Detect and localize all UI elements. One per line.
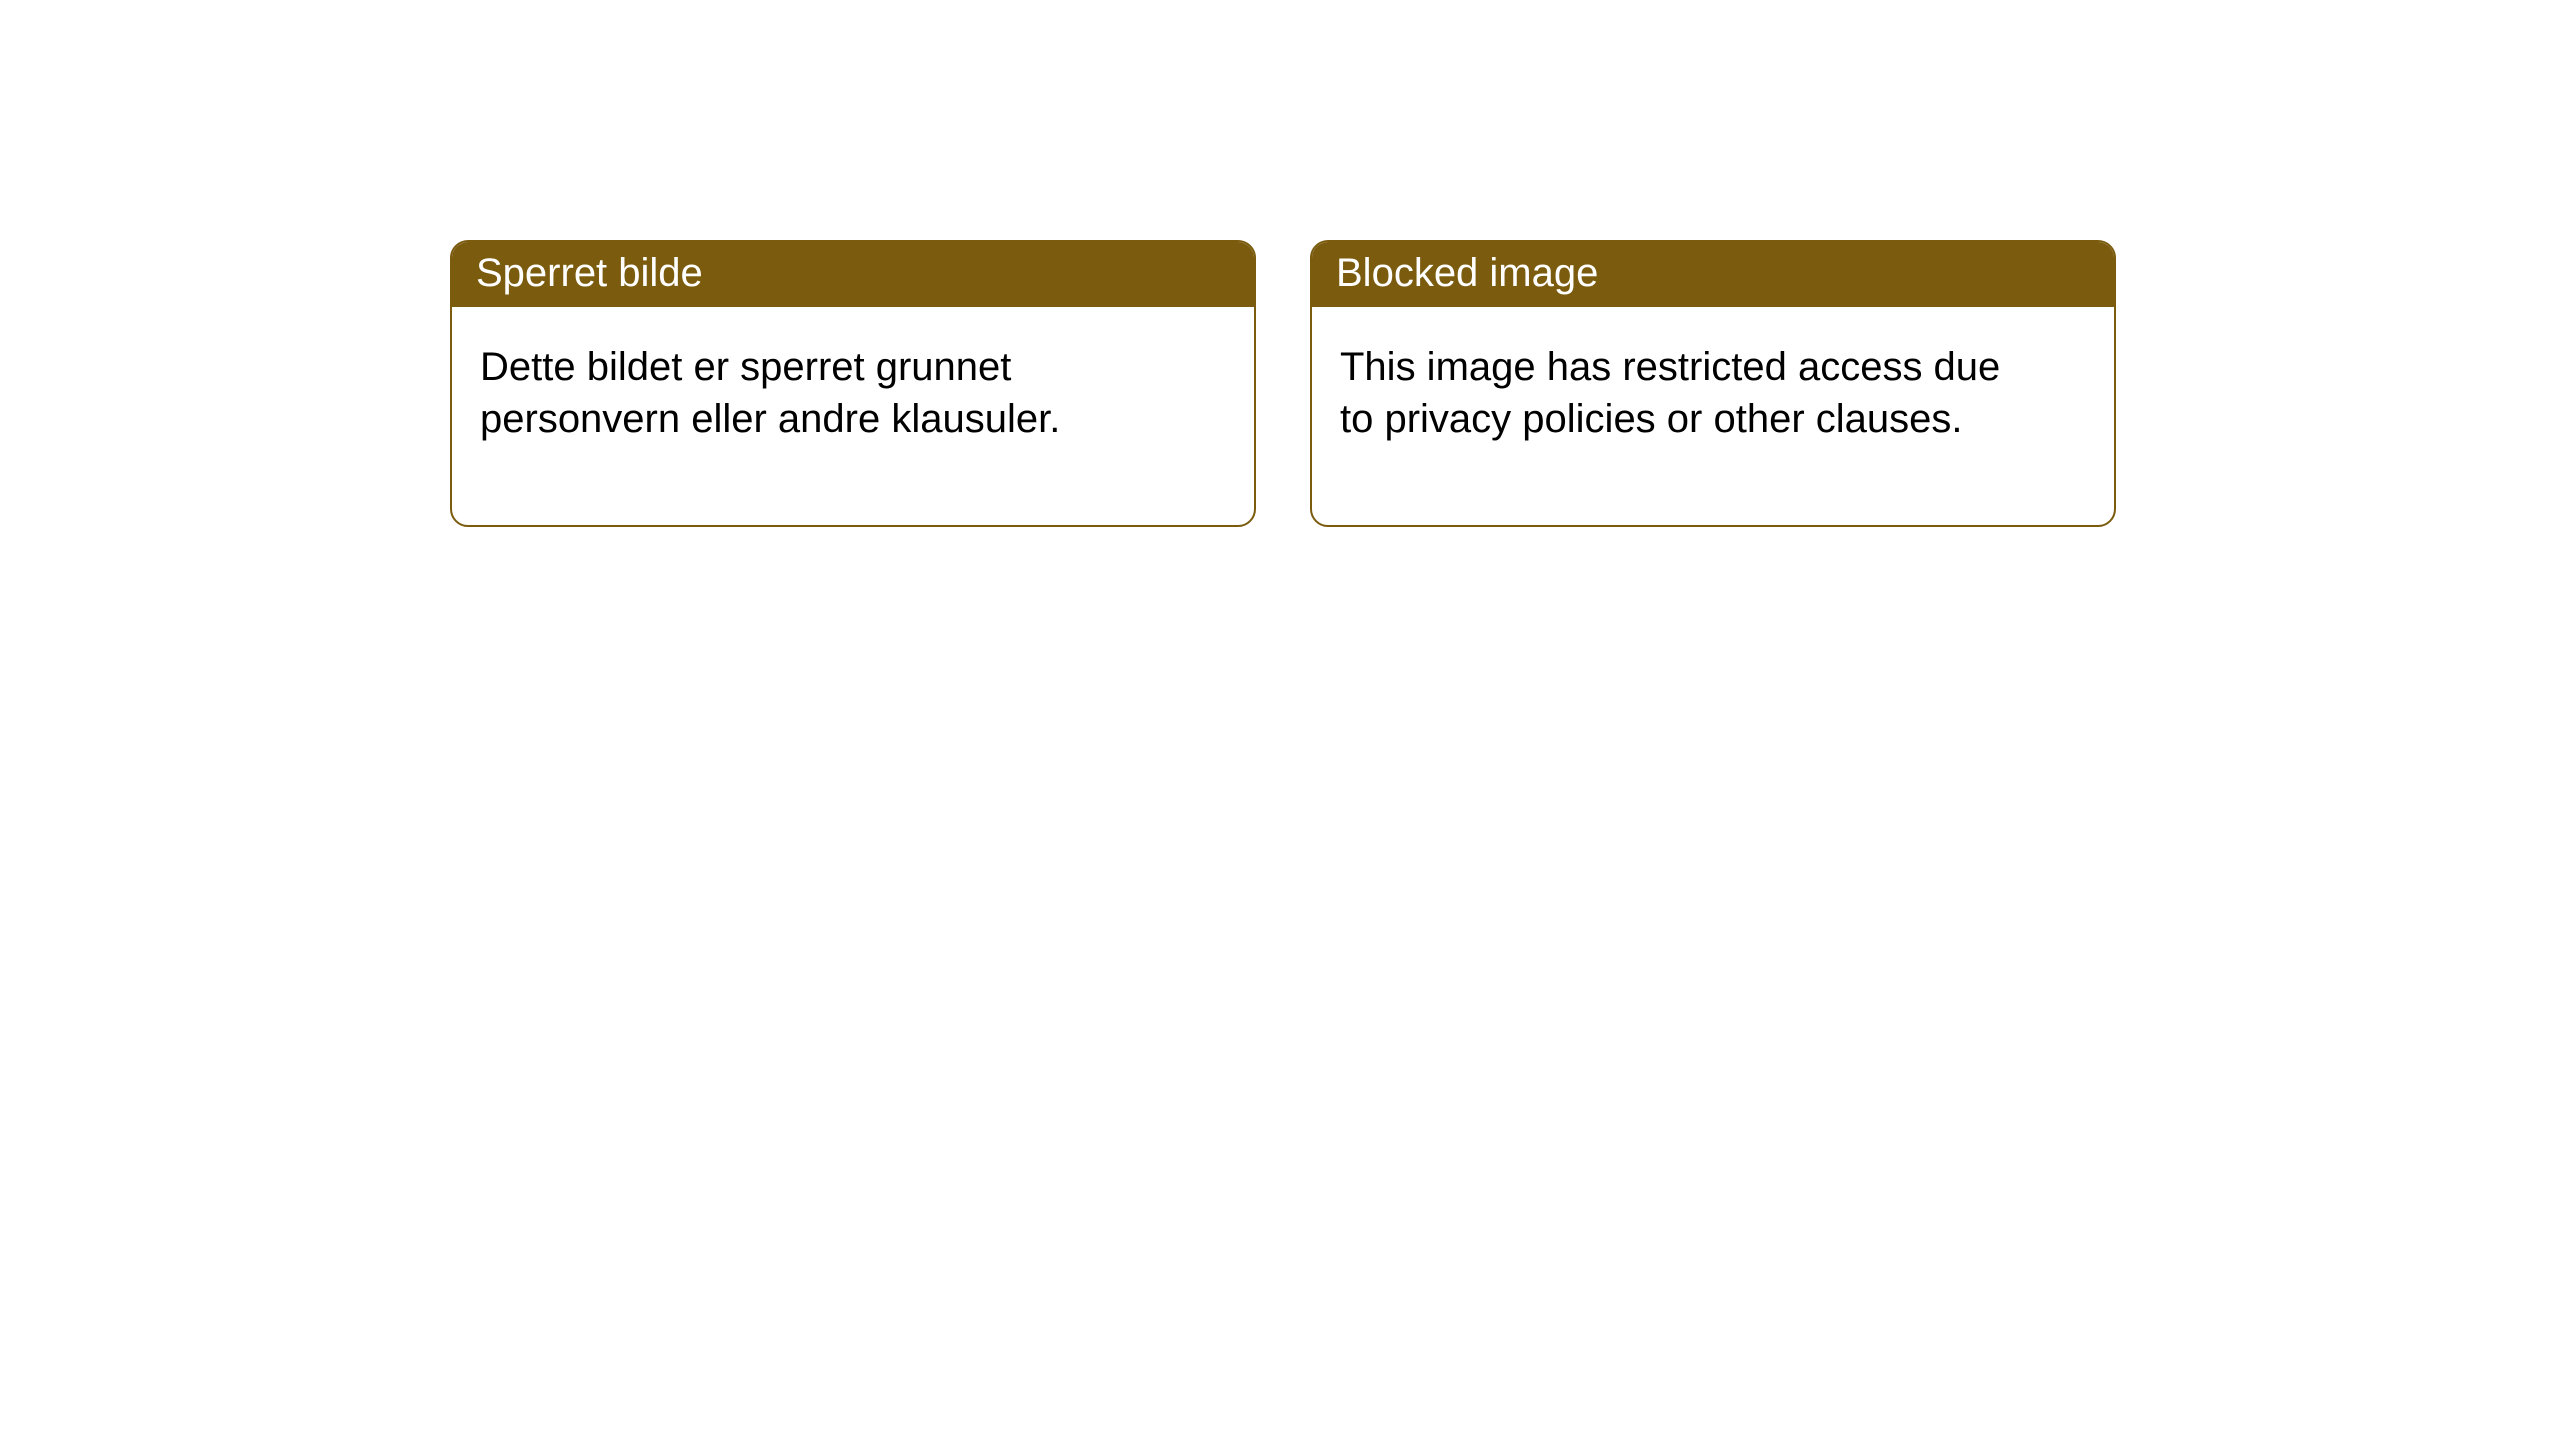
notice-card-body: This image has restricted access due to …: [1312, 307, 2114, 525]
notice-card-text: Dette bildet er sperret grunnet personve…: [480, 341, 1180, 445]
notice-card-body: Dette bildet er sperret grunnet personve…: [452, 307, 1254, 525]
notice-container: Sperret bilde Dette bildet er sperret gr…: [0, 0, 2560, 527]
notice-card-text: This image has restricted access due to …: [1340, 341, 2040, 445]
notice-card-english: Blocked image This image has restricted …: [1310, 240, 2116, 527]
notice-card-title: Blocked image: [1312, 242, 2114, 307]
notice-card-title: Sperret bilde: [452, 242, 1254, 307]
notice-card-norwegian: Sperret bilde Dette bildet er sperret gr…: [450, 240, 1256, 527]
